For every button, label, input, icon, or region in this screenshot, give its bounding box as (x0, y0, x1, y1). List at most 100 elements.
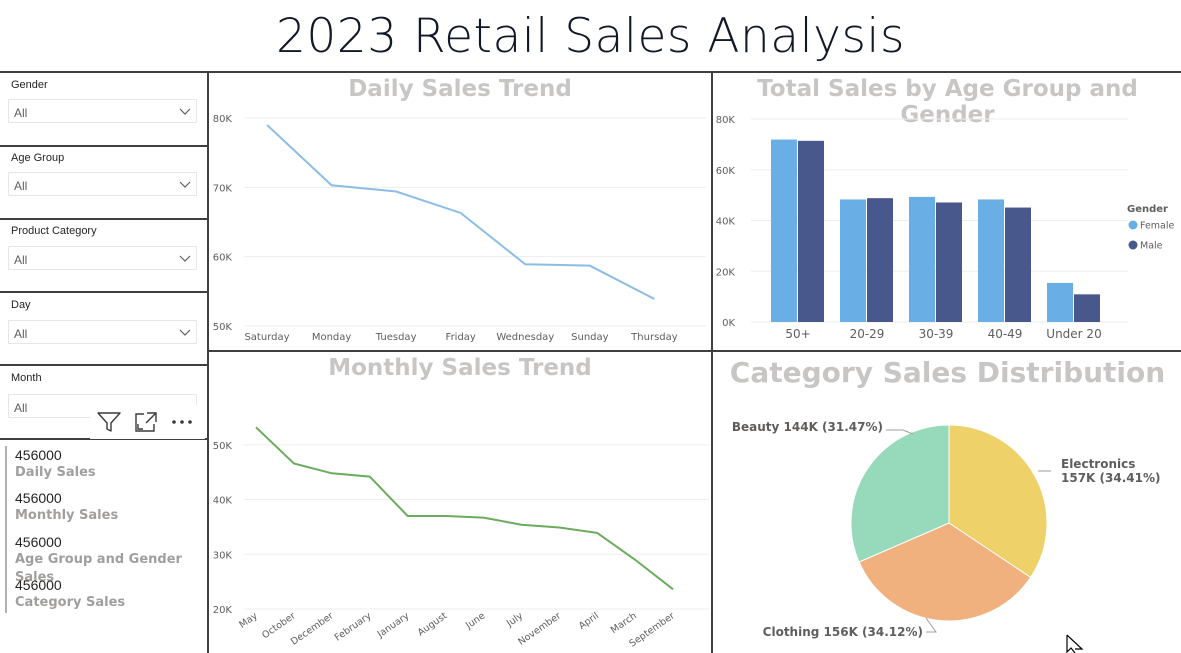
y-tick-label: 50K (213, 441, 233, 452)
bar-female[interactable] (771, 139, 797, 322)
y-tick-label: 80K (213, 114, 233, 125)
data-point[interactable] (292, 461, 296, 465)
bar-male[interactable] (1074, 294, 1100, 322)
chevron-down-icon (179, 108, 191, 115)
data-point[interactable] (368, 475, 372, 479)
x-tick-label: Thursday (630, 332, 678, 343)
data-point[interactable] (444, 514, 448, 518)
x-tick-label: July (504, 610, 525, 630)
data-point[interactable] (519, 523, 523, 527)
y-tick-label: 20K (716, 267, 736, 278)
age-gender-title: Total Sales by Age Group and Gender (757, 76, 1138, 128)
divider (711, 71, 713, 653)
y-tick-label: 30K (213, 550, 233, 561)
bar-male[interactable] (936, 202, 962, 322)
x-tick-label: Friday (446, 332, 476, 343)
pie-slice-beauty[interactable] (850, 424, 950, 563)
pie-slice-clothing[interactable] (858, 522, 1032, 622)
y-tick-label: 40K (716, 217, 736, 228)
age-group-dropdown[interactable]: All (8, 172, 197, 196)
card-value: 456000 (15, 534, 62, 550)
data-point[interactable] (406, 514, 410, 518)
mouse-cursor-icon (1066, 634, 1084, 653)
filter-icon[interactable] (96, 410, 122, 434)
kpi-card-monthly-sales: 456000 Monthly Sales (15, 490, 118, 525)
age-gender-bar-chart[interactable]: 0K 20K 40K 60K 80K 50+ 20-29 30-39 40-49 Under 20… (713, 73, 1181, 349)
data-point[interactable] (652, 297, 656, 301)
slicer-day: Day All (0, 299, 207, 363)
kpi-card-category-sales: 456000 Category Sales (15, 577, 125, 612)
leader-line (925, 617, 937, 633)
data-point[interactable] (330, 183, 334, 187)
card-label: Daily Sales (15, 465, 96, 480)
kpi-card-age-gender-sales: 456000 Age Group and Gender Sales (15, 534, 207, 587)
data-point[interactable] (330, 471, 334, 475)
divider (207, 71, 209, 653)
x-tick-label: Saturday (244, 332, 289, 343)
kpi-card-daily-sales: 456000 Daily Sales (15, 447, 96, 482)
data-point[interactable] (595, 531, 599, 535)
legend-label[interactable]: Male (1140, 241, 1163, 252)
data-point[interactable] (254, 425, 258, 429)
data-point[interactable] (588, 264, 592, 268)
product-category-dropdown[interactable]: All (8, 246, 197, 270)
divider (0, 364, 208, 366)
focus-mode-icon[interactable] (134, 411, 158, 433)
y-tick-label: 40K (213, 496, 233, 507)
legend-title: Gender (1127, 204, 1168, 215)
pie-label-electronics-value: 157K (34.41%) (1061, 471, 1160, 485)
monthly-sales-line (255, 426, 674, 591)
y-tick-label: 50K (213, 322, 233, 333)
bar-female[interactable] (909, 196, 935, 322)
legend-label[interactable]: Female (1140, 221, 1175, 232)
day-dropdown[interactable]: All (8, 320, 197, 344)
x-tick-label: 30-39 (919, 327, 954, 341)
data-point[interactable] (557, 525, 561, 529)
divider (0, 145, 208, 147)
slicer-label: Age Group (11, 152, 65, 164)
data-point[interactable] (671, 587, 675, 591)
divider (0, 291, 208, 293)
bar-male[interactable] (798, 140, 824, 322)
visual-header-toolbar (90, 405, 205, 439)
bar-female[interactable] (840, 199, 866, 322)
page-title: 2023 Retail Sales Analysis (276, 8, 905, 64)
slicer-gender: Gender All (0, 79, 207, 143)
legend-marker[interactable] (1128, 220, 1138, 230)
daily-sales-line (266, 124, 655, 300)
slicer-product-category: Product Category All (0, 225, 207, 289)
card-label: Monthly Sales (15, 508, 119, 523)
dropdown-value: All (14, 327, 28, 341)
x-tick-label: Monday (312, 332, 352, 343)
y-tick-label: 80K (716, 115, 736, 126)
data-point[interactable] (459, 211, 463, 215)
legend-marker[interactable] (1128, 240, 1138, 250)
x-tick-label: January (375, 610, 412, 640)
data-point[interactable] (265, 123, 269, 127)
data-point[interactable] (394, 189, 398, 193)
daily-sales-title: Daily Sales Trend (348, 76, 572, 102)
bar-male[interactable] (867, 198, 893, 322)
dropdown-value: All (14, 401, 28, 415)
bar-female[interactable] (978, 199, 1004, 322)
x-tick-label: 20-29 (850, 327, 885, 341)
x-tick-label: Under 20 (1046, 327, 1101, 341)
x-tick-label: November (516, 610, 563, 647)
gender-dropdown[interactable]: All (8, 99, 197, 123)
x-tick-label: April (577, 610, 601, 631)
y-tick-label: 20K (213, 605, 233, 616)
bar-male[interactable] (1005, 207, 1031, 322)
y-tick-label: 60K (213, 253, 233, 264)
data-point[interactable] (523, 262, 527, 266)
slicer-label: Product Category (11, 225, 97, 237)
more-options-icon[interactable] (170, 417, 196, 427)
daily-sales-line-chart[interactable]: 50K 60K 70K 80K Saturday Monday Tuesday Friday W… (209, 73, 711, 349)
data-point[interactable] (633, 558, 637, 562)
dropdown-value: All (14, 253, 28, 267)
data-point[interactable] (482, 516, 486, 520)
chevron-down-icon (179, 329, 191, 336)
pie-label-clothing: Clothing 156K (34.12%) (763, 625, 923, 639)
bar-female[interactable] (1047, 282, 1073, 322)
